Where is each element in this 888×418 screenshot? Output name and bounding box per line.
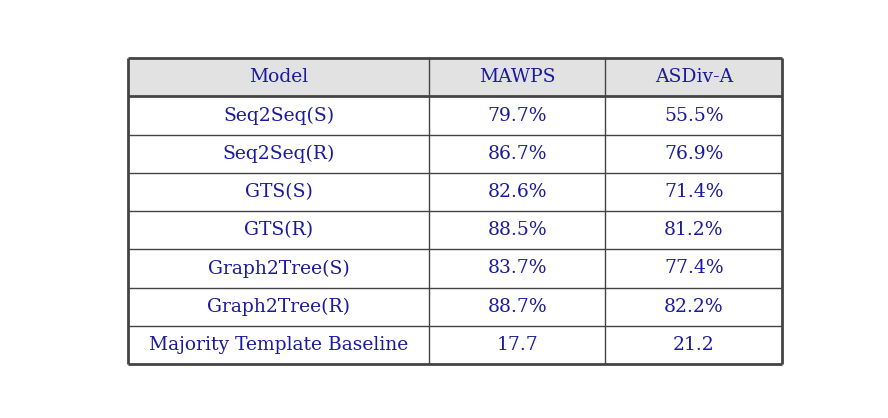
Bar [128, 97, 429, 135]
Text: 82.6%: 82.6% [488, 183, 547, 201]
Bar [429, 58, 606, 97]
Text: 71.4%: 71.4% [664, 183, 724, 201]
Text: 86.7%: 86.7% [488, 145, 547, 163]
Text: 17.7: 17.7 [496, 336, 538, 354]
Text: GTS(S): GTS(S) [244, 183, 313, 201]
Bar [128, 288, 429, 326]
Text: GTS(R): GTS(R) [244, 221, 313, 239]
Text: 88.5%: 88.5% [488, 221, 547, 239]
Bar [606, 249, 782, 288]
Bar [606, 97, 782, 135]
Bar [606, 326, 782, 364]
Bar [429, 135, 606, 173]
Text: 83.7%: 83.7% [488, 260, 547, 278]
Bar [606, 173, 782, 211]
Text: ASDiv-A: ASDiv-A [654, 68, 733, 86]
Text: 81.2%: 81.2% [664, 221, 724, 239]
Text: Seq2Seq(S): Seq2Seq(S) [223, 107, 334, 125]
Text: Graph2Tree(R): Graph2Tree(R) [207, 298, 350, 316]
Bar [429, 288, 606, 326]
Bar [429, 97, 606, 135]
Bar [429, 173, 606, 211]
Text: 82.2%: 82.2% [664, 298, 724, 316]
Bar [429, 211, 606, 249]
Text: 79.7%: 79.7% [488, 107, 547, 125]
Text: 21.2: 21.2 [673, 336, 715, 354]
Bar [128, 326, 429, 364]
Bar [128, 173, 429, 211]
Text: Seq2Seq(R): Seq2Seq(R) [222, 145, 335, 163]
Bar [429, 326, 606, 364]
Bar [128, 249, 429, 288]
Bar [606, 135, 782, 173]
Text: MAWPS: MAWPS [479, 68, 556, 86]
Bar [128, 135, 429, 173]
Text: 76.9%: 76.9% [664, 145, 724, 163]
Bar [128, 211, 429, 249]
Text: 77.4%: 77.4% [664, 260, 724, 278]
Bar [606, 211, 782, 249]
Text: 55.5%: 55.5% [664, 107, 724, 125]
Text: 88.7%: 88.7% [488, 298, 547, 316]
Bar [128, 58, 429, 97]
Text: Graph2Tree(S): Graph2Tree(S) [208, 259, 350, 278]
Text: Model: Model [249, 68, 308, 86]
Bar [429, 249, 606, 288]
Bar [606, 58, 782, 97]
Text: Majority Template Baseline: Majority Template Baseline [149, 336, 408, 354]
Bar [606, 288, 782, 326]
